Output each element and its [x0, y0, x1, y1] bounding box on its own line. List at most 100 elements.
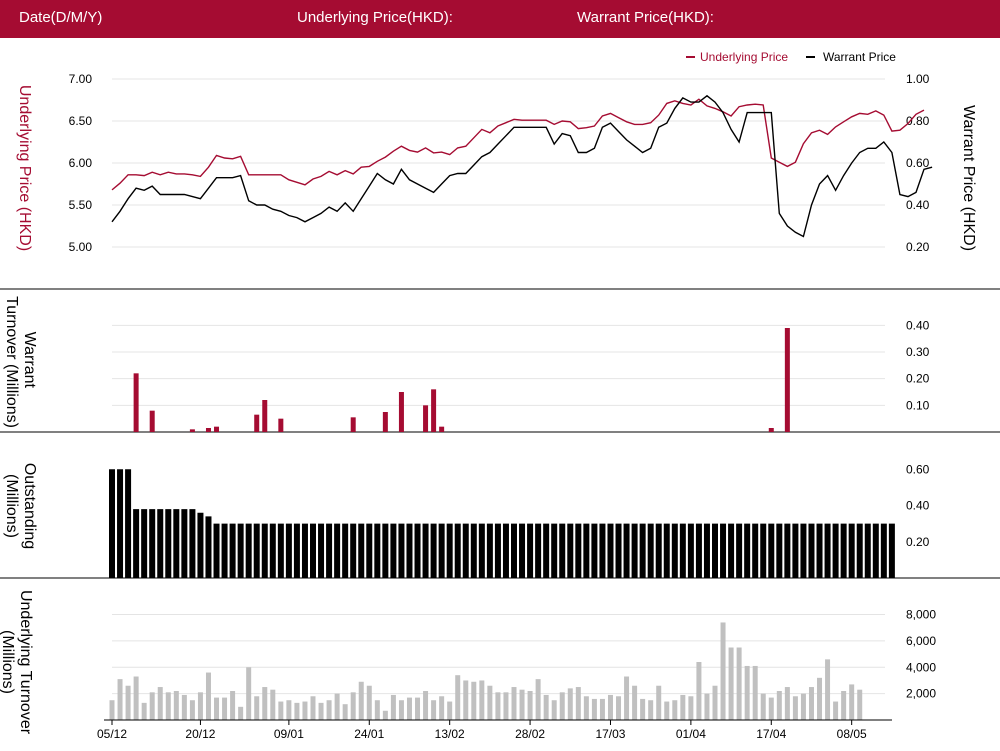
outstanding-bar [712, 523, 718, 578]
underlying-turnover-bar [286, 700, 292, 720]
warrant-turnover-bar [214, 426, 220, 432]
outstanding-bar [173, 509, 180, 578]
outstanding-bar [776, 523, 783, 578]
x-axis-tick-label: 08/05 [837, 727, 867, 741]
outstanding-bar [326, 523, 333, 578]
underlying-turnover-bar [222, 697, 228, 720]
underlying-turnover-bar [599, 698, 605, 720]
underlying-turnover-bar [503, 692, 509, 720]
underlying-turnover-bar [495, 692, 501, 720]
outstanding-bar [502, 523, 509, 578]
underlying-turnover-bar [479, 680, 485, 720]
underlying-turnover-bar [334, 693, 340, 720]
outstanding-bar [414, 523, 421, 578]
underlying-turnover-bar [390, 694, 396, 720]
outstanding-bar [133, 509, 140, 578]
outstanding-tick-label: 0.40 [906, 499, 930, 513]
underlying-turnover-bar [728, 647, 734, 720]
underlying-turnover-bar [230, 691, 236, 720]
outstanding-bar [157, 509, 164, 578]
left-axis-tick-label: 6.50 [69, 114, 93, 128]
underlying-turnover-bar [270, 689, 276, 720]
outstanding-bar [229, 523, 236, 578]
underlying-turnover-bar [559, 692, 565, 720]
outstanding-bar [687, 523, 694, 578]
underlying-turnover-bar [109, 700, 115, 720]
underlying-turnover-bar [205, 672, 211, 720]
outstanding-bar [607, 523, 614, 578]
underlying-turnover-bar [591, 698, 597, 720]
outstanding-bar [880, 523, 887, 578]
outstanding-bar [406, 523, 413, 578]
underlying-turnover-bar [463, 680, 469, 720]
outstanding-bar [253, 523, 260, 578]
underlying-turnover-bar [696, 662, 702, 720]
underlying-turnover-bar [326, 700, 332, 720]
outstanding-bar [109, 469, 115, 578]
x-axis-tick-label: 17/03 [595, 727, 625, 741]
outstanding-bar [784, 523, 791, 578]
underlying-turnover-bar [535, 679, 541, 720]
outstanding-bar [736, 523, 743, 578]
outstanding-bar [856, 523, 863, 578]
outstanding-bar [551, 523, 558, 578]
legend-label: Underlying Price [700, 50, 788, 64]
x-axis-tick-label: 05/12 [97, 727, 127, 741]
warrant-turnover-bar [784, 328, 790, 432]
right-axis-tick-label: 0.20 [906, 240, 930, 254]
outstanding-tick-label: 0.60 [906, 462, 930, 476]
left-axis-tick-label: 5.50 [69, 198, 93, 212]
outstanding-bar [575, 523, 582, 578]
right-axis-tick-label: 0.60 [906, 156, 930, 170]
outstanding-bar [768, 523, 775, 578]
outstanding-bar [623, 523, 630, 578]
underlying-turnover-bar [817, 677, 823, 720]
outstanding-bar [285, 523, 292, 578]
underlying-turnover-bar [133, 676, 139, 720]
outstanding-bar [559, 523, 566, 578]
outstanding-bar [213, 523, 220, 578]
warrant-turnover-tick-label: 0.40 [906, 318, 930, 332]
warrant-price-axis-label: Warrant Price (HKD) [960, 105, 977, 251]
underlying-turnover-bar [527, 691, 533, 720]
outstanding-bar [181, 509, 188, 578]
outstanding-bar [519, 523, 526, 578]
outstanding-bar [310, 523, 316, 578]
outstanding-bar [334, 523, 341, 578]
underlying-turnover-bar [672, 700, 678, 720]
underlying-turnover-bar [551, 700, 557, 720]
warrant-turnover-bar [439, 426, 445, 432]
underlying-turnover-bar [471, 681, 477, 720]
warrant-turnover-axis-label: Warrant Turnover (Millions) [3, 296, 38, 428]
outstanding-bar [695, 523, 702, 578]
underlying-turnover-bar [800, 693, 806, 720]
underlying-turnover-bar [487, 685, 493, 720]
underlying-turnover-bar [318, 702, 324, 720]
underlying-turnover-bar [624, 676, 630, 720]
warrant-price-line [111, 94, 933, 238]
underlying-turnover-bar [519, 689, 525, 720]
underlying-turnover-bar [744, 665, 750, 720]
underlying-turnover-tick-label: 8,000 [906, 608, 936, 622]
underlying-turnover-bar [431, 700, 437, 720]
underlying-turnover-bar [567, 688, 573, 720]
outstanding-bar [486, 523, 493, 578]
warrant-turnover-bar [133, 373, 139, 432]
underlying-turnover-bar [575, 687, 581, 720]
underlying-turnover-bar [342, 704, 348, 720]
outstanding-bar [237, 523, 244, 578]
outstanding-bar [800, 523, 807, 578]
right-axis-tick-label: 0.80 [906, 114, 930, 128]
underlying-turnover-bar [238, 706, 244, 720]
outstanding-bar [141, 509, 148, 578]
outstanding-bar [125, 469, 132, 578]
underlying-turnover-bar [752, 665, 758, 720]
underlying-turnover-bar [310, 696, 316, 720]
underlying-turnover-bar [720, 622, 726, 720]
underlying-turnover-bar [214, 697, 220, 720]
outstanding-bar [840, 523, 847, 578]
outstanding-bar [679, 523, 686, 578]
underlying-turnover-bar [455, 675, 461, 720]
outstanding-bar [591, 523, 598, 578]
